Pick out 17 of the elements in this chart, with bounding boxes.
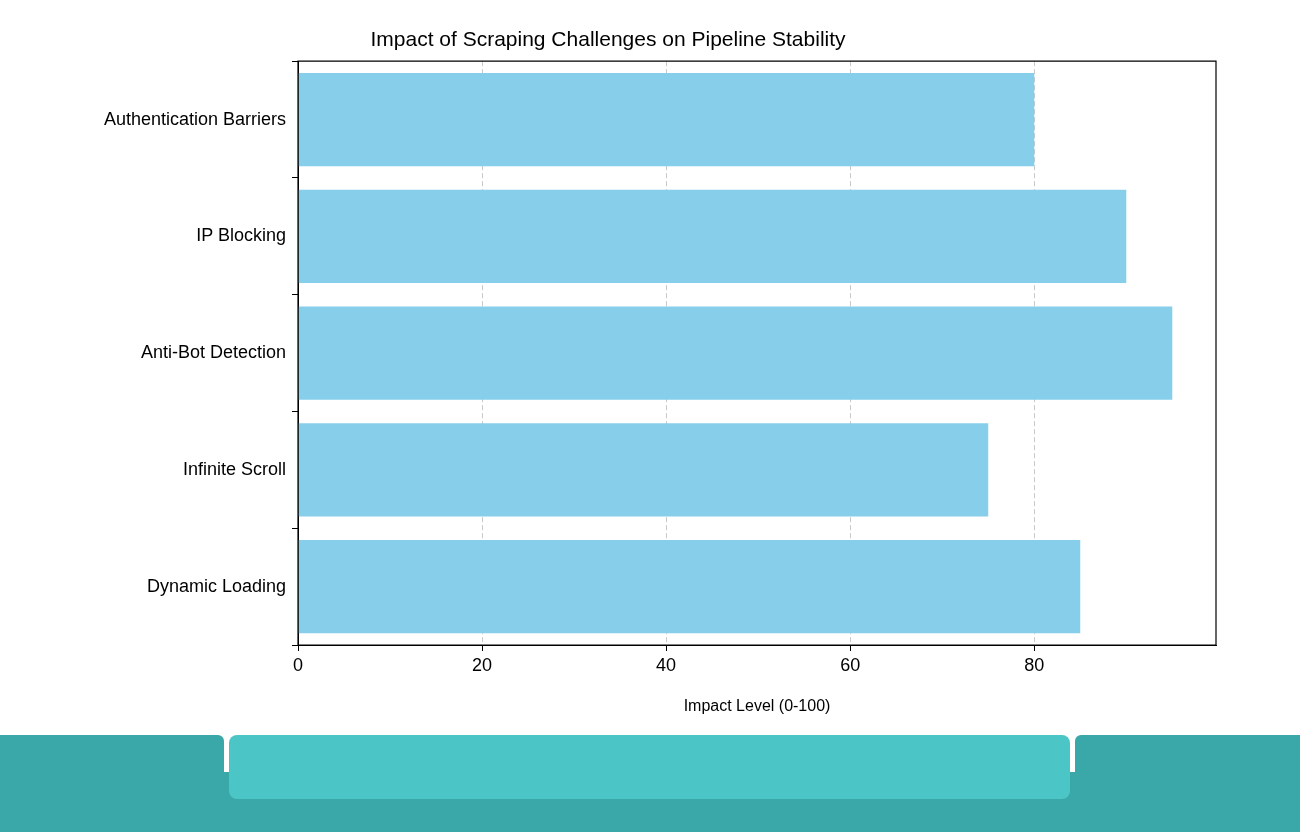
x-tick-label: 0 [292,654,304,675]
x-tick-label: 60 [840,654,861,675]
chart-title: Impact of Scraping Challenges on Pipeline Stability [370,27,847,51]
x-tick-label: 80 [1024,654,1045,675]
y-tick-label: Anti-Bot Detection [140,342,286,363]
x-tick-label: 20 [472,654,493,675]
y-tick-label: Dynamic Loading [146,575,286,596]
bar [298,539,1081,634]
bar [298,306,1173,400]
y-tick-label: Infinite Scroll [182,458,286,479]
bar [298,72,1035,167]
bar [298,189,1127,284]
x-axis-title: Impact Level (0-100) [683,696,831,714]
y-tick-label: IP Blocking [196,225,286,246]
bar [298,423,989,517]
y-tick-label: Authentication Barriers [103,108,286,129]
x-tick-label: 40 [656,654,677,675]
